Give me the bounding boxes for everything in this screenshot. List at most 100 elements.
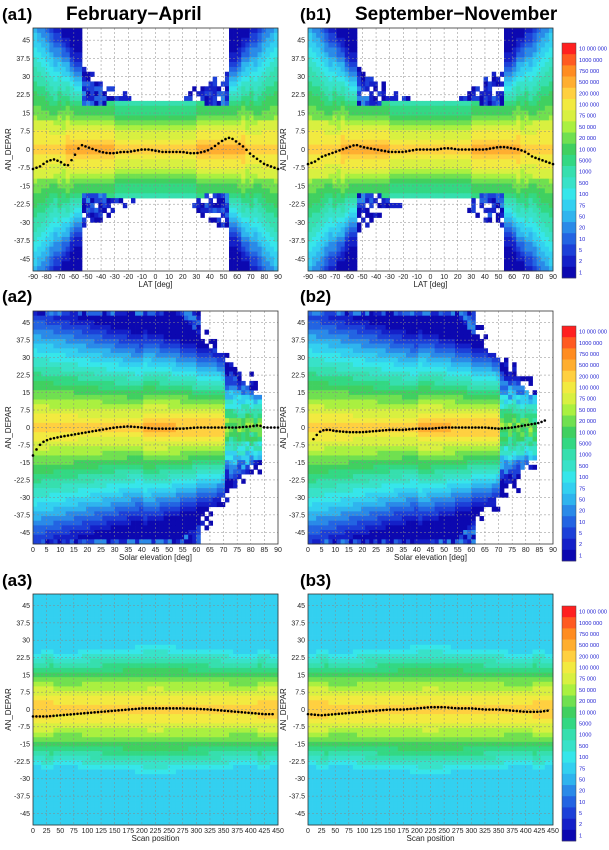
heatmap-cell bbox=[90, 144, 95, 150]
heatmap-cell bbox=[340, 66, 346, 73]
heatmap-cell bbox=[389, 139, 395, 145]
heatmap-cell bbox=[200, 115, 205, 121]
heatmap-cell bbox=[37, 320, 42, 326]
heatmap-cell bbox=[82, 348, 87, 354]
heatmap-cell bbox=[352, 183, 358, 189]
heatmap-cell bbox=[241, 164, 246, 170]
heatmap-cell bbox=[508, 42, 513, 48]
heatmap-cell bbox=[446, 100, 452, 107]
heatmap-cell bbox=[499, 183, 505, 189]
heatmap-cell bbox=[33, 474, 38, 480]
heatmap-cell bbox=[450, 139, 456, 145]
heatmap-cell bbox=[471, 100, 476, 107]
mean-point bbox=[119, 150, 122, 154]
heatmap-cell bbox=[336, 266, 342, 272]
heatmap-cell bbox=[528, 37, 533, 43]
heatmap-cell bbox=[184, 173, 189, 180]
heatmap-cell bbox=[528, 57, 533, 63]
heatmap-cell bbox=[348, 134, 354, 141]
heatmap-cell bbox=[53, 404, 58, 410]
heatmap-cell bbox=[163, 130, 169, 136]
heatmap-cell bbox=[528, 236, 533, 243]
heatmap-cell bbox=[167, 130, 173, 136]
heatmap-cell bbox=[520, 120, 525, 126]
heatmap-cell bbox=[528, 52, 533, 58]
heatmap-cell bbox=[508, 266, 513, 272]
heatmap-cell bbox=[249, 193, 254, 199]
heatmap-cell bbox=[320, 246, 325, 252]
heatmap-cell bbox=[73, 390, 79, 396]
heatmap-cell bbox=[33, 134, 38, 141]
heatmap-cell bbox=[53, 516, 58, 522]
heatmap-cell bbox=[459, 100, 464, 107]
heatmap-cell bbox=[381, 91, 386, 97]
heatmap-cell bbox=[192, 144, 197, 150]
heatmap-cell bbox=[524, 164, 529, 170]
heatmap-cell bbox=[61, 399, 67, 405]
heatmap-cell bbox=[536, 37, 542, 43]
heatmap-cell bbox=[401, 134, 407, 141]
heatmap-cell bbox=[483, 164, 489, 170]
heatmap-cell bbox=[77, 357, 83, 363]
heatmap-cell bbox=[49, 217, 54, 223]
heatmap-cell bbox=[385, 120, 391, 126]
heatmap-cell bbox=[65, 488, 71, 494]
mean-point bbox=[499, 145, 502, 149]
heatmap-cell bbox=[45, 399, 50, 405]
heatmap-cell bbox=[324, 227, 329, 233]
heatmap-cell bbox=[216, 105, 222, 111]
heatmap-cell bbox=[269, 47, 275, 53]
heatmap-cell bbox=[37, 96, 42, 102]
heatmap-cell bbox=[426, 100, 431, 107]
heatmap-cell bbox=[53, 42, 58, 48]
heatmap-cell bbox=[45, 539, 50, 545]
heatmap-cell bbox=[61, 455, 67, 461]
heatmap-cell bbox=[53, 343, 58, 349]
heatmap-cell bbox=[487, 164, 493, 170]
heatmap-cell bbox=[241, 120, 246, 126]
heatmap-cell bbox=[73, 256, 79, 262]
heatmap-cell bbox=[188, 91, 193, 97]
heatmap-cell bbox=[512, 120, 517, 126]
heatmap-cell bbox=[438, 144, 444, 150]
heatmap-cell bbox=[163, 144, 169, 150]
heatmap-cell bbox=[167, 193, 173, 199]
heatmap-cell bbox=[357, 71, 362, 77]
heatmap-cell bbox=[57, 320, 62, 326]
heatmap-cell bbox=[332, 168, 337, 175]
heatmap-cell bbox=[196, 120, 201, 126]
heatmap-cell bbox=[508, 188, 513, 194]
heatmap-cell bbox=[332, 110, 337, 116]
heatmap-cell bbox=[82, 130, 87, 136]
heatmap-cell bbox=[118, 120, 124, 126]
x-tick-label: -90 bbox=[28, 274, 38, 281]
heatmap-cell bbox=[532, 42, 538, 48]
heatmap-cell bbox=[65, 399, 71, 405]
heatmap-cell bbox=[102, 144, 107, 150]
heatmap-cell bbox=[410, 168, 415, 175]
heatmap-cell bbox=[516, 178, 521, 184]
heatmap-cell bbox=[57, 450, 62, 456]
heatmap-cell bbox=[540, 173, 546, 180]
heatmap-cell bbox=[73, 198, 79, 204]
heatmap-cell bbox=[110, 183, 116, 189]
heatmap-cell bbox=[237, 227, 242, 233]
heatmap-cell bbox=[65, 217, 71, 223]
heatmap-cell bbox=[253, 246, 258, 252]
heatmap-cell bbox=[175, 149, 181, 155]
heatmap-cell bbox=[90, 105, 95, 111]
heatmap-cell bbox=[220, 134, 226, 141]
heatmap-cell bbox=[308, 100, 313, 107]
heatmap-cell bbox=[33, 149, 38, 155]
heatmap-cell bbox=[73, 371, 79, 377]
heatmap-cell bbox=[65, 455, 71, 461]
heatmap-cell bbox=[229, 168, 234, 175]
heatmap-cell bbox=[491, 193, 497, 199]
heatmap-cell bbox=[348, 207, 354, 214]
heatmap-cell bbox=[524, 100, 529, 107]
heatmap-cell bbox=[324, 62, 329, 68]
heatmap-cell bbox=[348, 222, 354, 228]
heatmap-cell bbox=[41, 497, 46, 503]
heatmap-cell bbox=[53, 62, 58, 68]
heatmap-cell bbox=[53, 52, 58, 58]
